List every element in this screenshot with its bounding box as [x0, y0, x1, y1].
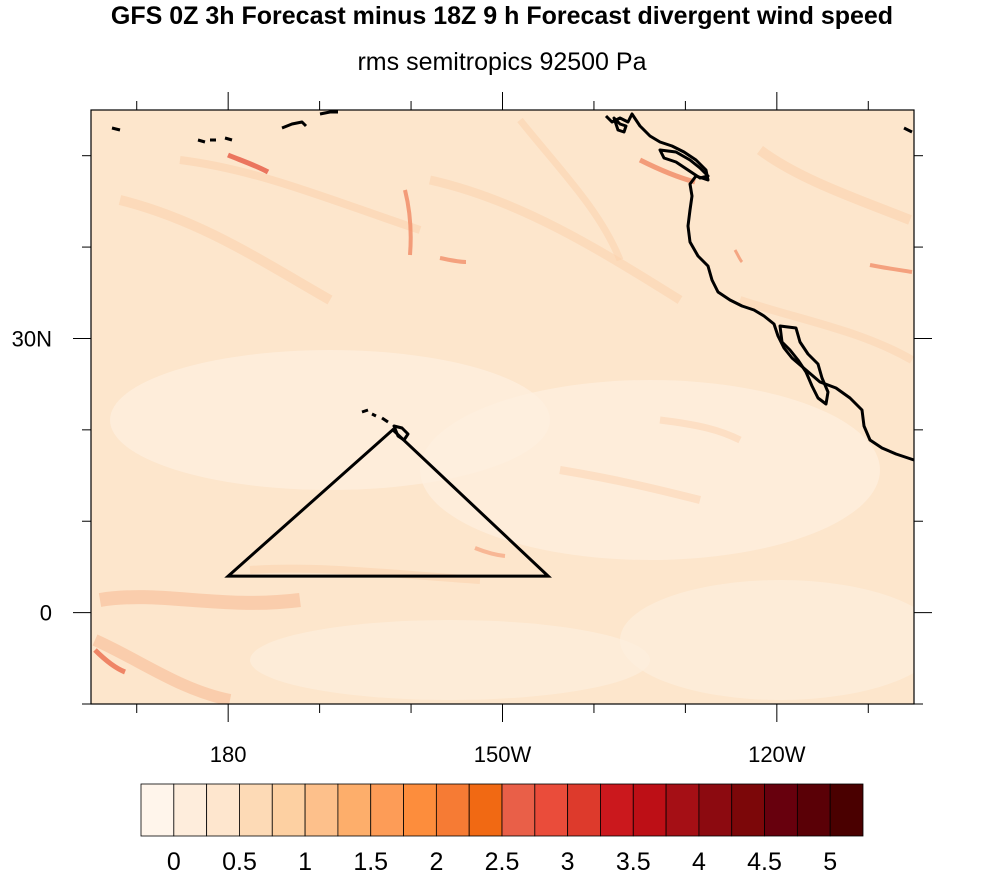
region-triangle [224, 427, 552, 578]
colorbar-swatch [370, 783, 404, 837]
colorbar-swatch [239, 783, 273, 837]
map-subtitle: rms semitropics 92500 Pa [357, 48, 647, 76]
colorbar-label: 4 [692, 848, 706, 876]
colorbar-swatch [435, 783, 470, 837]
colorbar-swatch [632, 783, 667, 837]
x-tick-label: 120W [748, 742, 806, 767]
colorbar-label: 1 [298, 848, 312, 876]
colorbar-swatch [829, 783, 864, 837]
x-tick-label: 180 [210, 742, 247, 767]
baja-california [778, 324, 830, 406]
colorbar-swatch [796, 783, 831, 837]
north-america-coastline [604, 112, 915, 462]
colorbar-swatch [567, 783, 601, 837]
colorbar-label: 0 [167, 848, 181, 876]
colorbar-swatch [501, 783, 536, 837]
colorbar-swatch [534, 783, 569, 837]
gulf-alaska-bit [903, 126, 913, 134]
colorbar-swatch [140, 783, 175, 837]
colorbar-label: 1.5 [353, 848, 388, 876]
colorbar-swatch [698, 783, 733, 837]
colorbar-swatch [731, 783, 765, 837]
colorbar-swatch [468, 783, 503, 837]
colorbar-swatch [665, 783, 700, 837]
colorbar-swatch [173, 783, 208, 837]
colorbar [140, 783, 864, 837]
y-tick-label: 30N [12, 326, 52, 351]
tick-marks [73, 92, 932, 722]
colorbar-label: 3.5 [616, 848, 651, 876]
vancouver-island [658, 148, 710, 180]
map-title: GFS 0Z 3h Forecast minus 18Z 9 h Forecas… [110, 2, 894, 30]
hawaiian-islands [361, 408, 410, 442]
colorbar-swatch [764, 783, 798, 837]
field-texture [92, 117, 914, 704]
alaska-peninsula [281, 110, 338, 130]
aleutian-islands-1 [111, 126, 121, 132]
x-tick-label: 150W [474, 742, 532, 767]
coastline-group [111, 110, 915, 462]
colorbar-swatch [304, 783, 339, 837]
colorbar-labels: 0 0.5 1 1.5 2 2.5 3 3.5 4 4.5 5 [167, 848, 837, 876]
colorbar-swatch [337, 783, 372, 837]
colorbar-swatch [403, 783, 437, 837]
colorbar-label: 4.5 [747, 848, 782, 876]
colorbar-swatch [600, 783, 634, 837]
colorbar-label: 2 [429, 848, 443, 876]
colorbar-swatch [271, 783, 306, 837]
colorbar-swatch [206, 783, 240, 837]
colorbar-label: 2.5 [485, 848, 520, 876]
aleutian-islands-2 [197, 136, 233, 144]
colorbar-label: 3 [561, 848, 575, 876]
colorbar-label: 5 [823, 848, 837, 876]
axis-labels: 180 150W 120W 30N 0 [12, 326, 806, 767]
colorbar-label: 0.5 [222, 848, 257, 876]
northern-coast [612, 116, 628, 134]
y-tick-label: 0 [40, 601, 52, 626]
